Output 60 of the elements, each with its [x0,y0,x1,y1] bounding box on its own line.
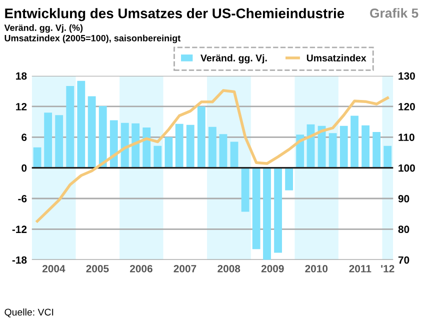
y2-tick-label: 90 [398,195,410,202]
y-tick-label: -18 [12,256,27,264]
bar [44,112,52,168]
y2-tick-label: 70 [398,256,410,264]
x-tick-label: 2010 [305,264,328,272]
y-tick-label: 18 [16,72,27,80]
bar [186,124,194,168]
y-tick-label: 12 [16,102,27,110]
text: Grafik 5 [370,8,418,18]
bar [175,124,184,168]
bar [230,142,238,168]
bar [164,137,173,168]
bar [208,126,216,168]
bar [77,80,86,168]
legend-label: Umsatzindex [306,54,366,62]
bar [154,146,162,168]
x-tick-label: '12 [381,264,394,272]
line-series [36,89,389,223]
y-tick-label: -6 [18,195,27,202]
bar [340,126,348,168]
x-tick-label: 2007 [174,264,196,272]
bar [252,168,260,250]
bar [132,123,140,168]
bar [372,132,381,168]
legend-label: Veränd. gg. Vj. [200,54,267,64]
y-tick-label: 0 [22,164,27,172]
bar [66,86,74,168]
bar [55,115,64,168]
y2-tick-label: 130 [398,72,415,80]
bar [263,168,271,260]
bar [142,127,151,168]
bar [350,116,358,168]
bar [110,120,118,168]
bar [197,106,206,168]
y2-tick-label: 120 [398,102,415,110]
y-tick-label: 6 [22,134,27,142]
source-note: Quelle: VCI [4,308,54,318]
y2-tick-label: 80 [398,226,410,234]
bar [285,168,294,190]
y2-tick-label: 100 [398,164,415,172]
chart-subtitle: Veränd. gg. Vj. (%) Umsatzindex (2005=100), saisonbereinigt [4,24,181,44]
x-tick-label: 2011 [349,264,372,272]
bar [274,168,282,253]
chart-title: Entwicklung des Umsatzes der US-Chemieindustrie [5,8,344,22]
x-tick-label: 2004 [42,264,66,272]
bar [88,96,96,168]
bar [362,125,370,168]
bar [120,122,129,168]
y-tick-label: -12 [12,226,27,233]
y2-tick-label: 110 [398,134,414,142]
bar [219,134,228,168]
bar [241,168,250,212]
bar [328,133,337,168]
bar [33,147,42,168]
x-tick-label: 2006 [130,264,152,272]
x-tick-label: 2009 [261,264,284,272]
bar [384,146,392,168]
x-tick-label: 2005 [86,264,109,272]
bar [98,106,107,168]
x-tick-label: 2008 [218,264,240,272]
